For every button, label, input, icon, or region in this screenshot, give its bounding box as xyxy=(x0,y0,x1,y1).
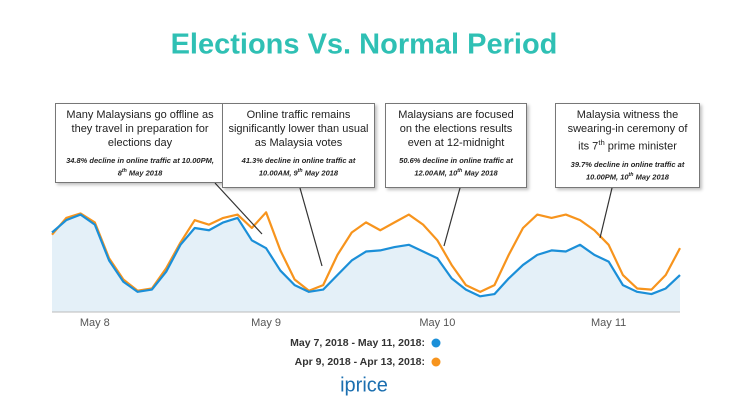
legend-label: May 7, 2018 - May 11, 2018: xyxy=(290,337,425,349)
legend-label: Apr 9, 2018 - Apr 13, 2018: xyxy=(295,356,425,368)
line xyxy=(51,211,681,293)
annotation-text: Online traffic remains significantly low… xyxy=(228,109,369,149)
annotation-box: Malaysians are focused on the elections … xyxy=(385,103,527,188)
chart-title: Elections Vs. Normal Period xyxy=(171,29,558,61)
x-tick-label: May 8 xyxy=(80,317,110,329)
text-part: th xyxy=(121,168,127,174)
annotation-note: 41.3% decline in online traffic at 10.00… xyxy=(228,156,369,179)
text-part: prime minister xyxy=(604,140,677,153)
annotation-text: Malaysians are focused on the elections … xyxy=(398,109,514,149)
plot: May 8 May 9 May 10 May 11 xyxy=(51,211,681,329)
callout-pointer xyxy=(214,182,263,235)
text-part: 34.8% decline in online traffic at 10.00… xyxy=(66,156,214,178)
text-part: 41.3% decline in online traffic at 10.00… xyxy=(241,156,356,178)
legend-marker xyxy=(431,357,441,367)
callout-pointers xyxy=(214,182,613,267)
callout-pointer xyxy=(599,187,613,239)
text-part: May 2018 xyxy=(126,168,163,178)
legend-marker xyxy=(431,338,441,348)
annotation-note: 39.7% decline in online traffic at 10.00… xyxy=(561,160,694,183)
legend: May 7, 2018 - May 11, 2018: Apr 9, 2018 -… xyxy=(290,337,441,368)
callout-pointer xyxy=(299,187,323,267)
text-part: 39.7% decline in online traffic at 10.00… xyxy=(570,159,685,182)
text-part: May 2018 xyxy=(302,168,339,178)
annotation-box: Malaysia witness the swearing-in ceremon… xyxy=(555,103,700,188)
x-tick-label: May 11 xyxy=(591,317,626,329)
area xyxy=(52,214,680,312)
annotation-text: Many Malaysians go offline as they trave… xyxy=(66,109,214,149)
x-tick-label: May 9 xyxy=(251,317,281,329)
line xyxy=(51,213,681,298)
text-part: th xyxy=(598,138,605,147)
annotation-note: 34.8% decline in online traffic at 10.00… xyxy=(61,156,219,179)
text-part: May 2018 xyxy=(462,168,498,178)
logo: iprice xyxy=(340,374,388,396)
text-part: 50.6% decline in online traffic at 12.00… xyxy=(399,156,513,178)
text-part: Malaysia witness the swearing-in ceremon… xyxy=(567,109,688,153)
annotation-text: Malaysia witness the swearing-in ceremon… xyxy=(561,108,694,154)
annotation-box: Many Malaysians go offline as they trave… xyxy=(55,103,225,183)
text-part: May 2018 xyxy=(633,172,669,182)
callout-pointer xyxy=(443,187,461,247)
annotation-box: Online traffic remains significantly low… xyxy=(222,103,375,188)
text-part: th xyxy=(297,168,303,174)
text-part: th xyxy=(457,168,463,174)
x-tick-label: May 10 xyxy=(419,317,455,329)
text-part: th xyxy=(628,171,634,178)
annotation-note: 50.6% decline in online traffic at 12.00… xyxy=(391,156,521,179)
